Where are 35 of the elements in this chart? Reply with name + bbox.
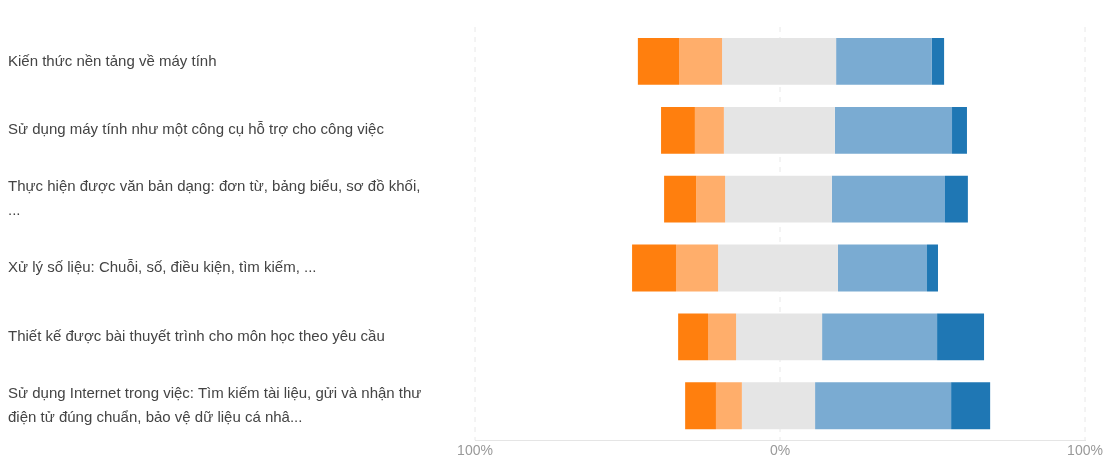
y-tick-label: Sử dụng máy tính như một công cụ hỗ trợ cho công việc — [8, 120, 385, 138]
bar — [952, 106, 967, 154]
bar — [945, 175, 968, 223]
bar — [661, 106, 695, 154]
bar — [685, 382, 716, 430]
bar — [937, 313, 985, 361]
y-tick-label: Thực hiện được văn bản dạng: đơn từ, bảng biểu, sơ đồ khối, ... — [8, 177, 421, 219]
bar — [679, 38, 723, 85]
bar — [951, 382, 991, 430]
bar — [831, 175, 946, 223]
x-tick-label: 100% — [457, 442, 493, 459]
bar — [927, 244, 938, 292]
y-tick-label: Kiến thức nền tảng về máy tính — [8, 51, 217, 69]
bar — [723, 106, 835, 154]
y-tick-label: Thiết kế được bài thuyết trình cho môn học theo yêu cầu — [8, 327, 385, 345]
bar — [676, 244, 719, 292]
bar — [678, 313, 709, 361]
x-tick-label: 100% — [1067, 442, 1103, 459]
bar — [837, 244, 928, 292]
bar — [664, 175, 697, 223]
bar — [822, 313, 938, 361]
y-tick-label: Sử dụng Internet trong việc: Tìm kiếm tài liệu, gửi và nhận thư điện tử đúng chuẩn, bảo vệ dữ liệu cá nhâ... — [8, 383, 422, 425]
bar — [834, 106, 953, 154]
bar — [632, 244, 676, 292]
bar — [715, 382, 742, 430]
bar — [694, 106, 724, 154]
bar — [696, 175, 726, 223]
bar — [708, 313, 737, 361]
y-tick-label: Xử lý số liệu: Chuỗi, số, điều kiện, tìm kiếm, ... — [8, 258, 317, 276]
bar — [836, 38, 932, 85]
bar — [931, 38, 945, 85]
bar — [637, 38, 680, 85]
bar — [815, 382, 952, 430]
x-tick-label: 0% — [769, 442, 791, 459]
bar — [725, 175, 832, 223]
